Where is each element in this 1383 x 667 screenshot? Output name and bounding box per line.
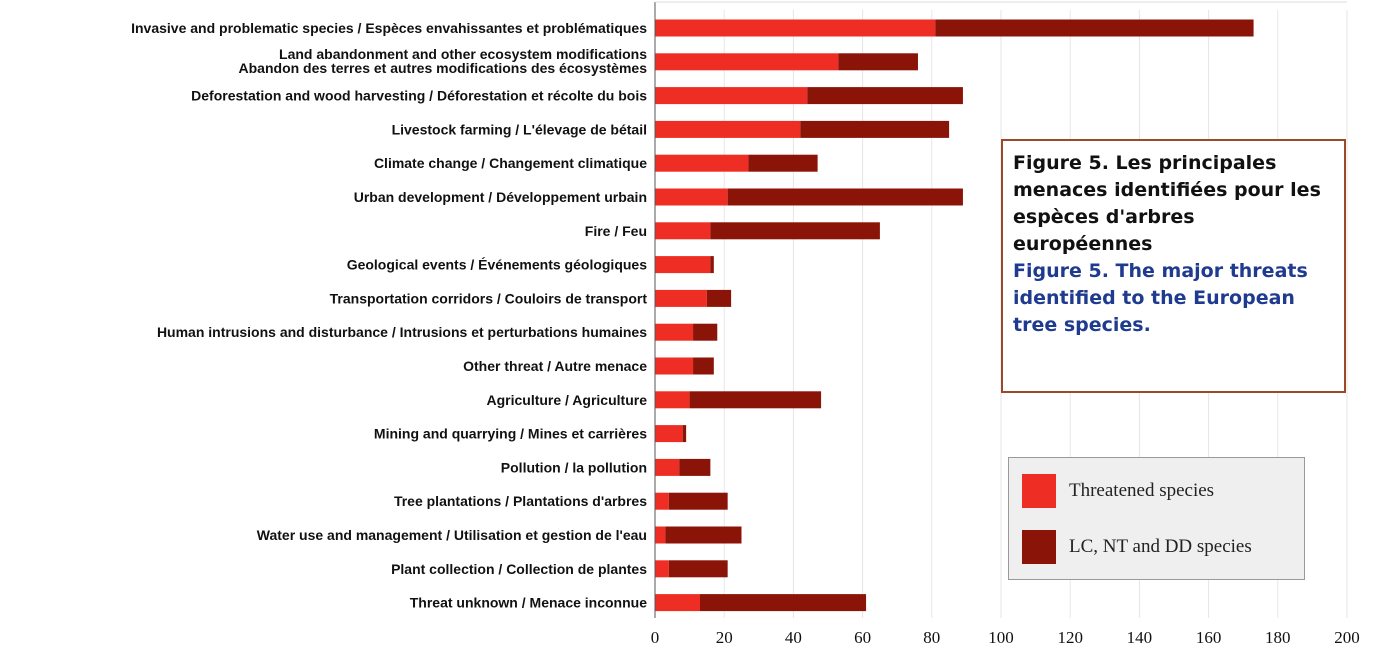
bar-lc-nt-dd [693, 357, 714, 375]
bar-lc-nt-dd [710, 256, 714, 274]
x-tick-label: 160 [1196, 628, 1222, 647]
legend-swatch-threatened [1022, 474, 1056, 508]
bar-lc-nt-dd [665, 526, 742, 544]
bar-lc-nt-dd [807, 87, 963, 105]
bar-lc-nt-dd [689, 391, 822, 409]
category-label: Transportation corridors / Couloirs de t… [330, 290, 648, 306]
bar-threatened [655, 120, 801, 138]
bars [655, 19, 1254, 612]
bar-lc-nt-dd [668, 560, 728, 578]
x-tick-label: 120 [1057, 628, 1083, 647]
x-tick-label: 40 [785, 628, 802, 647]
bar-lc-nt-dd [668, 492, 728, 510]
bar-threatened [655, 53, 839, 71]
bar-lc-nt-dd [679, 458, 711, 476]
legend-label-threatened: Threatened species [1069, 480, 1215, 501]
x-axis: 0 20 40 60 80 100 120 140 160 180 200 [651, 1, 1360, 647]
legend-label-lc-nt-dd: LC, NT and DD species [1069, 536, 1252, 557]
bar-lc-nt-dd [748, 154, 818, 172]
bar-threatened [655, 222, 711, 240]
category-label: Geological events / Événements géologiqu… [347, 257, 648, 273]
category-label: Urban development / Développement urbain [354, 189, 647, 205]
caption-french: Figure 5. Les principales menaces identi… [1013, 152, 1321, 255]
bar-threatened [655, 19, 936, 37]
figure-caption: Figure 5. Les principales menaces identi… [1001, 139, 1346, 393]
x-tick-label: 180 [1265, 628, 1291, 647]
x-tick-label: 60 [854, 628, 871, 647]
bar-lc-nt-dd [710, 222, 880, 240]
bar-threatened [655, 357, 694, 375]
bar-threatened [655, 256, 711, 274]
category-label: Climate change / Changement climatique [374, 155, 647, 171]
bar-lc-nt-dd [727, 188, 963, 206]
category-label: Invasive and problematic species / Espèc… [131, 20, 647, 36]
bar-threatened [655, 492, 669, 510]
bar-threatened [655, 323, 694, 341]
bar-threatened [655, 188, 728, 206]
bar-lc-nt-dd [693, 323, 718, 341]
category-label: Plant collection / Collection de plantes [391, 561, 647, 577]
category-label: Mining and quarrying / Mines et carrière… [374, 426, 647, 442]
category-label: Agriculture / Agriculture [486, 392, 647, 408]
bar-lc-nt-dd [682, 425, 687, 443]
category-label: Land abandonment and other ecosystem mod… [239, 46, 648, 76]
x-tick-label: 140 [1127, 628, 1153, 647]
bar-lc-nt-dd [935, 19, 1254, 37]
bar-threatened [655, 87, 808, 105]
x-tick-label: 200 [1334, 628, 1360, 647]
bar-threatened [655, 289, 707, 307]
bar-threatened [655, 526, 666, 544]
category-label: Threat unknown / Menace inconnue [410, 595, 647, 611]
category-label: Human intrusions and disturbance / Intru… [157, 324, 647, 340]
bar-threatened [655, 425, 683, 443]
chart-legend: Threatened species LC, NT and DD species [1008, 457, 1305, 580]
bar-threatened [655, 458, 680, 476]
category-labels: Invasive and problematic species / Espèc… [131, 20, 647, 611]
category-label: Deforestation and wood harvesting / Défo… [191, 88, 647, 104]
legend-swatch-lc-nt-dd [1022, 530, 1056, 564]
x-tick-label: 0 [651, 628, 660, 647]
caption-english: Figure 5. The major threats identified t… [1013, 260, 1308, 336]
category-label: Other threat / Autre menace [463, 358, 647, 374]
bar-lc-nt-dd [800, 120, 950, 138]
bar-threatened [655, 391, 690, 409]
x-tick-label: 20 [716, 628, 733, 647]
bar-lc-nt-dd [706, 289, 732, 307]
bar-threatened [655, 560, 669, 578]
x-tick-label: 100 [988, 628, 1014, 647]
bar-lc-nt-dd [838, 53, 918, 71]
category-label: Water use and management / Utilisation e… [257, 527, 647, 543]
x-tick-label: 80 [923, 628, 940, 647]
category-label: Pollution / la pollution [501, 459, 647, 475]
bar-threatened [655, 594, 700, 612]
category-label: Livestock farming / L'élevage de bétail [392, 121, 647, 137]
category-label: Fire / Feu [585, 223, 647, 239]
category-label: Tree plantations / Plantations d'arbres [394, 493, 647, 509]
bar-threatened [655, 154, 749, 172]
bar-lc-nt-dd [699, 594, 867, 612]
